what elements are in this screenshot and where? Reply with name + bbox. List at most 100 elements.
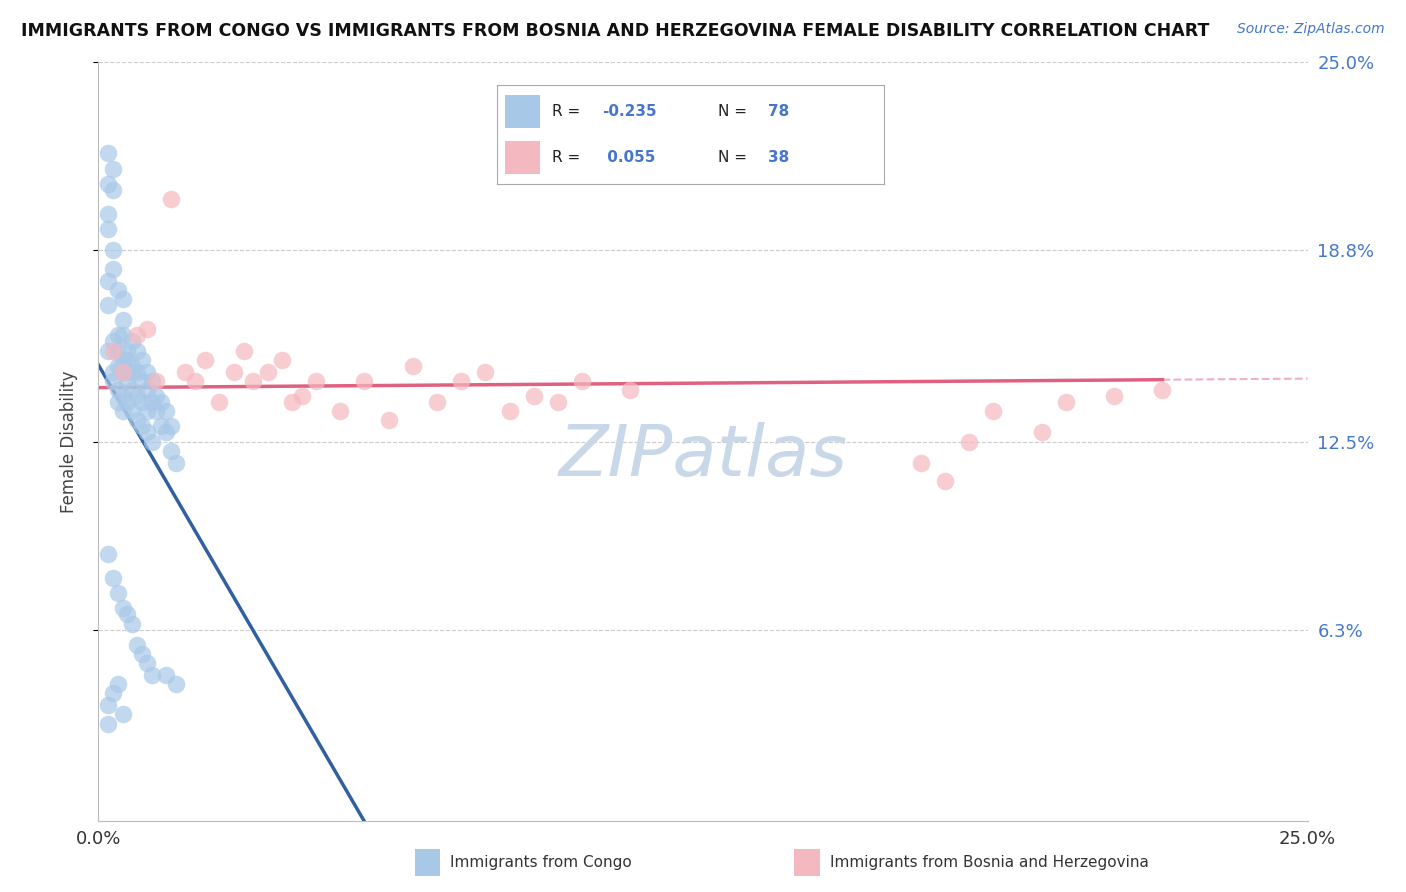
Point bbox=[174, 365, 197, 379]
Point bbox=[619, 383, 641, 397]
Point bbox=[117, 395, 139, 409]
Point bbox=[101, 183, 124, 197]
Point bbox=[160, 192, 183, 206]
Point bbox=[131, 419, 153, 434]
Y-axis label: Female Disability: Female Disability bbox=[59, 370, 77, 513]
Point bbox=[194, 352, 217, 367]
Point bbox=[1031, 425, 1053, 440]
Point bbox=[111, 365, 134, 379]
Point bbox=[111, 352, 134, 367]
Point bbox=[107, 283, 129, 297]
Point bbox=[117, 607, 139, 622]
Point bbox=[101, 343, 124, 358]
Point bbox=[184, 374, 207, 388]
Point bbox=[97, 146, 120, 161]
Point bbox=[111, 292, 134, 306]
Text: Immigrants from Congo: Immigrants from Congo bbox=[450, 855, 631, 870]
Point bbox=[111, 313, 134, 327]
Point bbox=[377, 413, 399, 427]
Point bbox=[145, 374, 167, 388]
Point bbox=[571, 374, 593, 388]
Point bbox=[150, 419, 173, 434]
Point bbox=[121, 359, 143, 373]
Point bbox=[111, 707, 134, 722]
Point bbox=[131, 647, 153, 661]
Point bbox=[208, 395, 231, 409]
Point bbox=[107, 383, 129, 397]
Point bbox=[135, 383, 157, 397]
Point bbox=[121, 383, 143, 397]
Point bbox=[957, 434, 980, 449]
Point bbox=[1102, 389, 1125, 403]
Point bbox=[111, 389, 134, 403]
Point bbox=[981, 404, 1004, 418]
Point bbox=[450, 374, 472, 388]
Point bbox=[256, 365, 278, 379]
Point bbox=[150, 395, 173, 409]
Point bbox=[117, 343, 139, 358]
Point bbox=[107, 395, 129, 409]
Point bbox=[121, 404, 143, 418]
Point bbox=[97, 274, 120, 288]
Point bbox=[101, 374, 124, 388]
Text: Immigrants from Bosnia and Herzegovina: Immigrants from Bosnia and Herzegovina bbox=[830, 855, 1149, 870]
Point bbox=[160, 419, 183, 434]
Point bbox=[547, 395, 569, 409]
Point bbox=[135, 404, 157, 418]
Text: IMMIGRANTS FROM CONGO VS IMMIGRANTS FROM BOSNIA AND HERZEGOVINA FEMALE DISABILIT: IMMIGRANTS FROM CONGO VS IMMIGRANTS FROM… bbox=[21, 22, 1209, 40]
Point bbox=[271, 352, 294, 367]
Point bbox=[111, 365, 134, 379]
Point bbox=[127, 343, 149, 358]
Point bbox=[101, 261, 124, 276]
Point bbox=[101, 686, 124, 700]
Point bbox=[1152, 383, 1174, 397]
Point bbox=[498, 404, 520, 418]
Point bbox=[101, 334, 124, 349]
Point bbox=[353, 374, 375, 388]
Point bbox=[127, 389, 149, 403]
Text: ZIPatlas: ZIPatlas bbox=[558, 422, 848, 491]
Point bbox=[107, 586, 129, 600]
Point bbox=[117, 352, 139, 367]
Point bbox=[97, 547, 120, 561]
Point bbox=[97, 207, 120, 221]
Point bbox=[155, 425, 177, 440]
Point bbox=[281, 395, 304, 409]
Point bbox=[121, 334, 143, 349]
Point bbox=[97, 716, 120, 731]
Point bbox=[160, 443, 183, 458]
Point bbox=[135, 656, 157, 670]
Point bbox=[107, 359, 129, 373]
Point bbox=[910, 456, 932, 470]
Point bbox=[101, 365, 124, 379]
Point bbox=[131, 395, 153, 409]
Point bbox=[121, 365, 143, 379]
Point bbox=[165, 677, 187, 691]
Point bbox=[107, 343, 129, 358]
Point bbox=[426, 395, 449, 409]
Point bbox=[1054, 395, 1077, 409]
Point bbox=[222, 365, 245, 379]
Point bbox=[127, 365, 149, 379]
Point bbox=[141, 434, 163, 449]
Point bbox=[141, 374, 163, 388]
Point bbox=[402, 359, 425, 373]
Point bbox=[145, 404, 167, 418]
Point bbox=[290, 389, 312, 403]
Point bbox=[145, 389, 167, 403]
Point bbox=[127, 413, 149, 427]
Point bbox=[101, 161, 124, 176]
Point bbox=[329, 404, 352, 418]
Point bbox=[121, 616, 143, 631]
Point bbox=[165, 456, 187, 470]
Text: Source: ZipAtlas.com: Source: ZipAtlas.com bbox=[1237, 22, 1385, 37]
Point bbox=[117, 374, 139, 388]
Point bbox=[232, 343, 254, 358]
Point bbox=[242, 374, 264, 388]
Point bbox=[107, 328, 129, 343]
Point bbox=[97, 222, 120, 236]
Point bbox=[97, 298, 120, 312]
Point bbox=[117, 365, 139, 379]
Point bbox=[135, 365, 157, 379]
Point bbox=[107, 677, 129, 691]
